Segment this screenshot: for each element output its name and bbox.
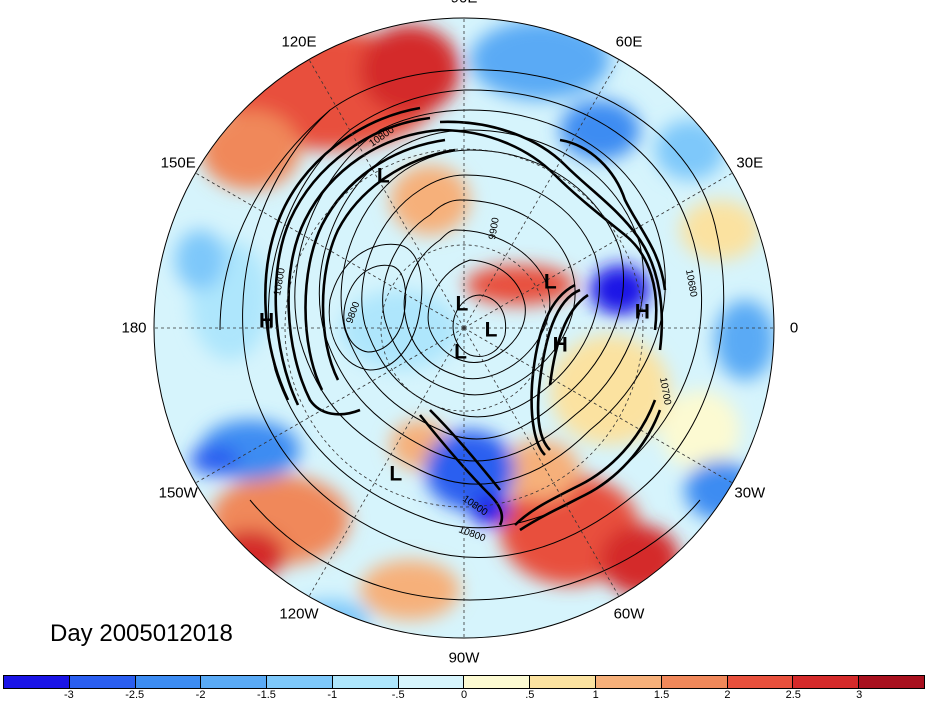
contour-label: 10680 bbox=[683, 269, 699, 299]
colorbar-segment bbox=[267, 676, 333, 688]
colorbar-segment bbox=[332, 676, 399, 688]
longitude-label: 60E bbox=[615, 33, 643, 51]
contour-label: 9900 bbox=[487, 216, 502, 240]
colorbar-segment bbox=[4, 676, 70, 688]
colorbar-tick-label: -.5 bbox=[391, 689, 405, 701]
height-contours bbox=[219, 69, 725, 601]
high-pressure-center: H bbox=[259, 309, 275, 333]
colorbar-segment bbox=[661, 676, 728, 688]
colorbar-segment bbox=[464, 676, 531, 688]
meridian-line bbox=[463, 59, 620, 329]
colorbar-tick-label: 2 bbox=[724, 689, 731, 701]
low-pressure-center: L bbox=[543, 270, 557, 294]
map-boundary bbox=[153, 17, 775, 639]
longitude-label: 180 bbox=[121, 319, 147, 337]
meridian-line bbox=[308, 59, 465, 329]
longitude-label: 90E bbox=[451, 0, 478, 7]
colorbar-tick-label: -1 bbox=[327, 689, 338, 701]
contour-label: 10700 bbox=[657, 377, 673, 407]
longitude-label: 150W bbox=[158, 484, 198, 502]
colorbar-segment bbox=[859, 676, 924, 688]
colorbar-tick-label: .5 bbox=[525, 689, 535, 701]
colorbar-segment bbox=[596, 676, 662, 688]
colorbar-segment bbox=[69, 676, 136, 688]
meridian-line bbox=[308, 327, 465, 597]
colorbar-segment bbox=[530, 676, 597, 688]
meridian-line bbox=[463, 327, 620, 597]
low-pressure-center: L bbox=[376, 164, 390, 188]
longitude-label: 0 bbox=[789, 319, 799, 337]
high-pressure-center: H bbox=[634, 300, 650, 324]
meridian-line bbox=[195, 327, 465, 484]
low-pressure-center: L bbox=[484, 318, 498, 342]
colorbar-tick-label: 3 bbox=[856, 689, 863, 701]
colorbar-segment bbox=[398, 676, 465, 688]
low-pressure-center: L bbox=[455, 292, 469, 316]
colorbar-tick-label: 1 bbox=[592, 689, 599, 701]
colorbar-segment bbox=[727, 676, 794, 688]
colorbar-tick-label: -2.5 bbox=[125, 689, 145, 701]
anomaly-shading bbox=[154, 18, 774, 638]
contour-label: 10800 bbox=[272, 267, 288, 297]
longitude-label: 60W bbox=[613, 605, 645, 623]
colorbar-segment bbox=[201, 676, 268, 688]
colorbar-tick-label: -1.5 bbox=[256, 689, 276, 701]
colorbar-tick-label: -2 bbox=[195, 689, 206, 701]
colorbar-segment bbox=[135, 676, 202, 688]
colorbar-tick-label: -3 bbox=[63, 689, 74, 701]
colorbar-segment bbox=[793, 676, 860, 688]
low-pressure-center: L bbox=[389, 462, 403, 486]
longitude-label: 30W bbox=[734, 484, 766, 502]
meridian-line bbox=[463, 327, 733, 484]
longitude-label: 30E bbox=[736, 154, 764, 172]
colorbar-tick-label: 0 bbox=[460, 689, 468, 701]
longitude-label: 90W bbox=[448, 649, 480, 667]
high-pressure-center: H bbox=[552, 333, 568, 357]
latitude-circle bbox=[284, 148, 644, 508]
meridian-line bbox=[195, 172, 465, 329]
colorbar-tick-label: 2.5 bbox=[785, 689, 801, 701]
low-pressure-center: L bbox=[454, 340, 468, 364]
longitude-label: 150E bbox=[160, 154, 196, 172]
meridian-line bbox=[463, 172, 733, 329]
colorbar bbox=[3, 675, 925, 689]
day-label: Day 2005012018 bbox=[50, 620, 233, 647]
colorbar-tick-label: 1.5 bbox=[653, 689, 670, 701]
graticule bbox=[154, 18, 774, 638]
longitude-label: 120W bbox=[279, 605, 319, 623]
latitude-circle bbox=[380, 244, 548, 412]
longitude-label: 120E bbox=[281, 33, 317, 51]
